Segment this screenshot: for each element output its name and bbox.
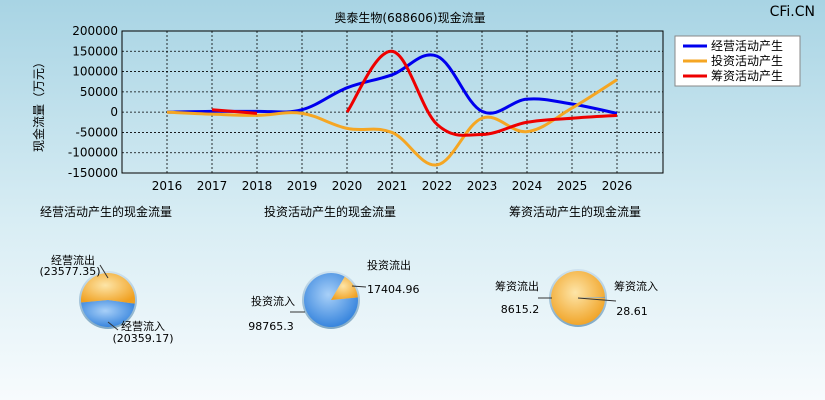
y-tick-label: 150000: [72, 44, 118, 58]
series-line-financing: [211, 108, 258, 115]
pie-investing-slice-outflow: [331, 276, 358, 300]
y-tick-label: 50000: [80, 85, 118, 99]
pie-investing-value-outflow: 17404.96: [367, 283, 420, 296]
pie-operating-label-outflow: 经营流出: [51, 253, 95, 267]
pie-investing-label-outflow-1: 投资流出: [367, 258, 411, 272]
pie-investing-slice-inflow: [304, 273, 359, 328]
x-tick-label: 2022: [422, 179, 453, 193]
pie-investing: 投资流出 17404.96 投资流入 98765.3: [248, 258, 419, 333]
x-tick-label: 2021: [377, 179, 408, 193]
pie-operating-value-outflow: (23577.35): [39, 265, 100, 278]
pie-financing-label-inflow: 筹资流入: [614, 279, 658, 293]
chart-title: 奥泰生物(688606)现金流量: [334, 10, 485, 25]
y-axis-label: 现金流量（万元）: [31, 56, 46, 152]
legend-label-investing: 投资活动产生: [711, 53, 783, 68]
x-tick-label: 2024: [512, 179, 543, 193]
x-tick-label: 2018: [242, 179, 273, 193]
x-tick-label: 2026: [602, 179, 633, 193]
pie-financing-title: 筹资活动产生的现金流量: [509, 204, 641, 219]
pie-investing-label-inflow: 投资流入: [251, 294, 295, 308]
pie-operating-label-inflow: 经营流入: [121, 319, 165, 333]
watermark-text: CFi.CN: [770, 4, 815, 20]
pie-financing: 筹资流出 8615.2 筹资流入 28.61: [495, 269, 658, 327]
legend: 经营活动产生 投资活动产生 筹资活动产生: [674, 35, 801, 87]
pie-operating-slice-inflow: [81, 300, 135, 327]
legend-label-financing: 筹资活动产生: [711, 69, 783, 83]
x-tick-label: 2019: [287, 179, 318, 193]
x-tick-label: 2020: [332, 179, 363, 193]
pie-financing-slice-inflow: [578, 296, 605, 298]
series-line-investing: [166, 78, 618, 167]
pie-operating-leader-outflow: [99, 264, 109, 279]
plot-area-frame: [121, 30, 664, 174]
x-tick-label: 2016: [152, 179, 183, 193]
y-tick-label: -150000: [68, 166, 118, 180]
pie-financing-leader-inflow: [577, 297, 617, 302]
pie-operating-slice-outflow: [80, 272, 135, 304]
legend-label-operating: 经营活动产生: [711, 39, 783, 53]
pie-operating-value-inflow: (20359.17): [112, 332, 173, 345]
y-tick-label: -50000: [75, 125, 118, 139]
x-axis-tick-labels: 2016 2017 2018 2019 2020 2021 2022 2023 2024 2025…: [152, 179, 633, 193]
pie-financing-value-outflow: 8615.2: [501, 303, 540, 316]
y-axis-tick-labels: 200000 150000 100000 50000 0 -50000 -100000 -15…: [68, 24, 118, 180]
pie-operating: 经营流出 (23577.35) 经营流入 (20359.17): [39, 253, 173, 345]
y-tick-label: 0: [110, 105, 118, 119]
pie-financing-value-inflow: 28.61: [616, 305, 648, 318]
series-lines: [166, 49, 618, 167]
x-tick-label: 2025: [557, 179, 588, 193]
pie-operating-title: 经营活动产生的现金流量: [40, 204, 172, 219]
y-tick-label: -100000: [68, 146, 118, 160]
x-tick-label: 2023: [467, 179, 498, 193]
pie-investing-value-inflow: 98765.3: [248, 320, 294, 333]
pie-investing-title: 投资活动产生的现金流量: [264, 204, 396, 219]
x-tick-label: 2017: [197, 179, 228, 193]
pie-operating-leader-inflow: [107, 321, 119, 331]
pie-financing-label-outflow: 筹资流出: [495, 279, 539, 293]
series-line-financing: [345, 49, 618, 137]
y-tick-label: 200000: [72, 24, 118, 38]
y-tick-label: 100000: [72, 65, 118, 79]
pie-investing-leader-outflow: [351, 285, 367, 288]
